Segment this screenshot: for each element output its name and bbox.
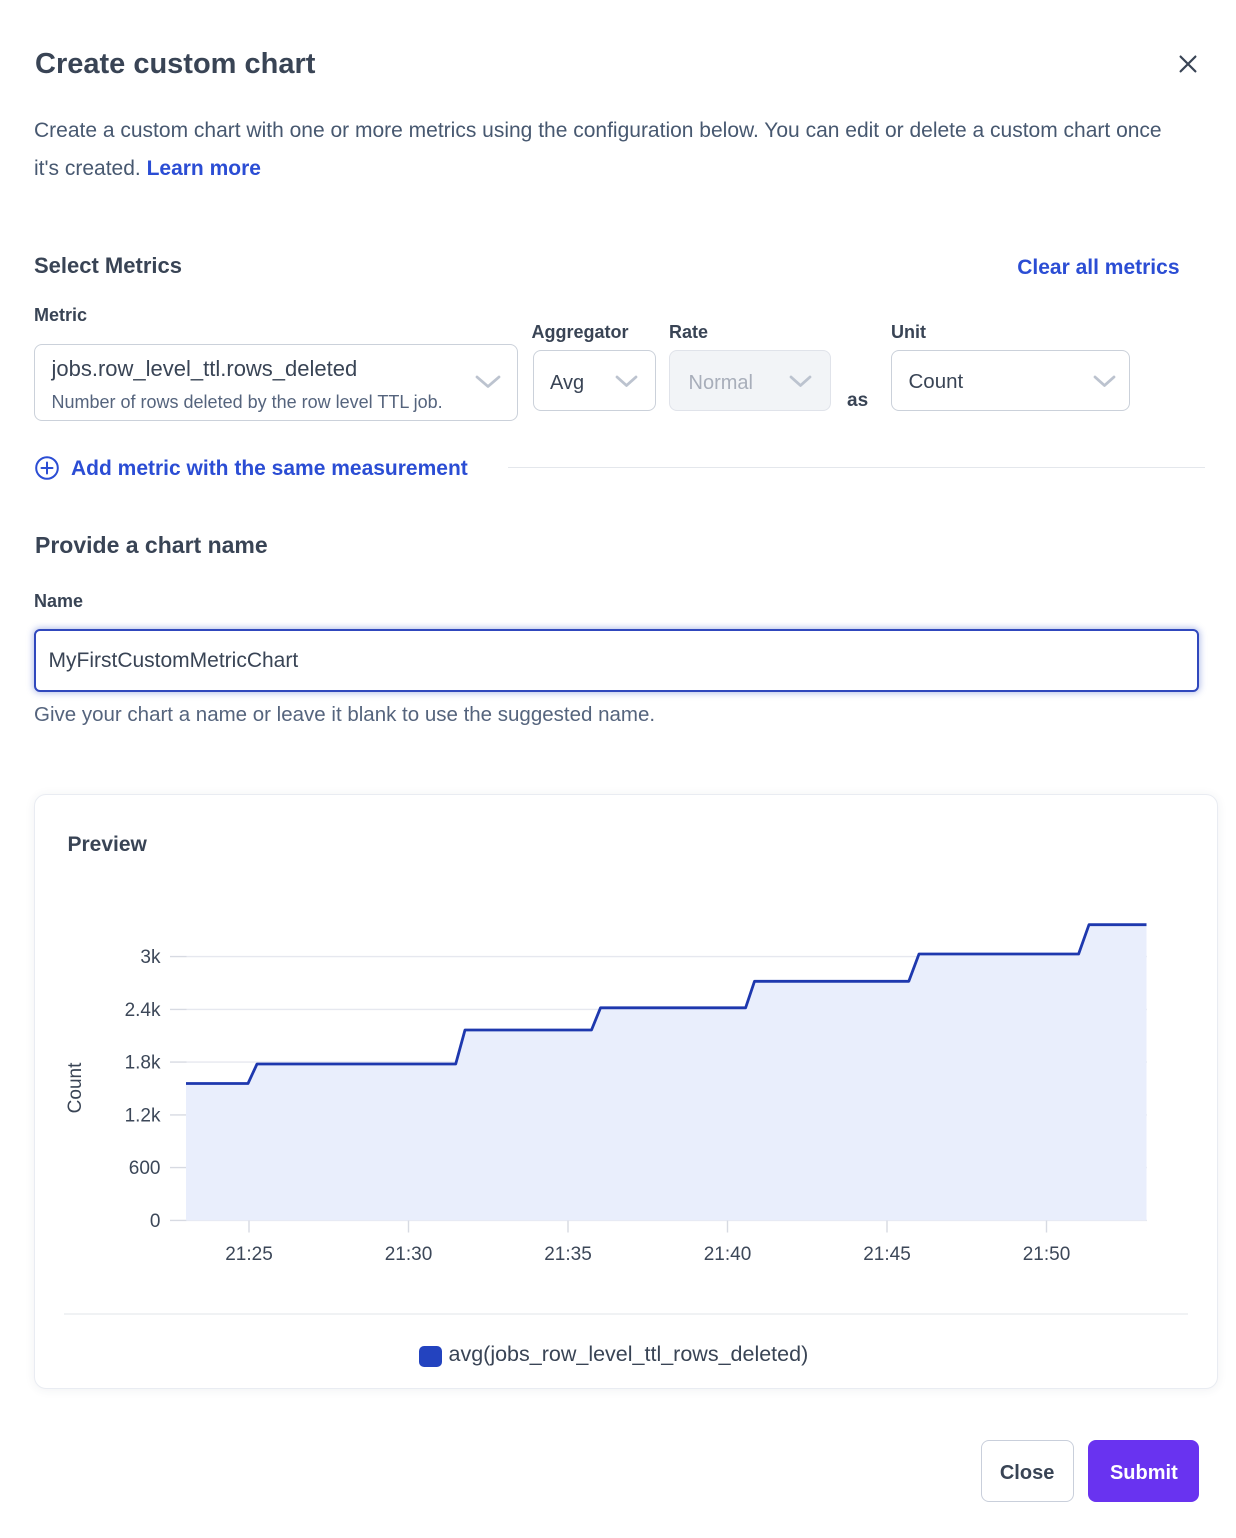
svg-text:2.4k: 2.4k (125, 1000, 161, 1021)
svg-text:21:35: 21:35 (544, 1244, 592, 1265)
svg-text:Count: Count (65, 1062, 86, 1113)
svg-text:21:50: 21:50 (1023, 1244, 1071, 1265)
svg-text:600: 600 (129, 1158, 161, 1179)
svg-text:1.8k: 1.8k (125, 1053, 161, 1074)
svg-text:21:25: 21:25 (225, 1244, 273, 1265)
svg-text:21:45: 21:45 (863, 1244, 911, 1265)
svg-text:3k: 3k (140, 947, 161, 968)
svg-text:1.2k: 1.2k (125, 1105, 161, 1126)
svg-text:21:30: 21:30 (385, 1244, 433, 1265)
svg-text:21:40: 21:40 (704, 1244, 752, 1265)
svg-text:0: 0 (150, 1211, 161, 1232)
